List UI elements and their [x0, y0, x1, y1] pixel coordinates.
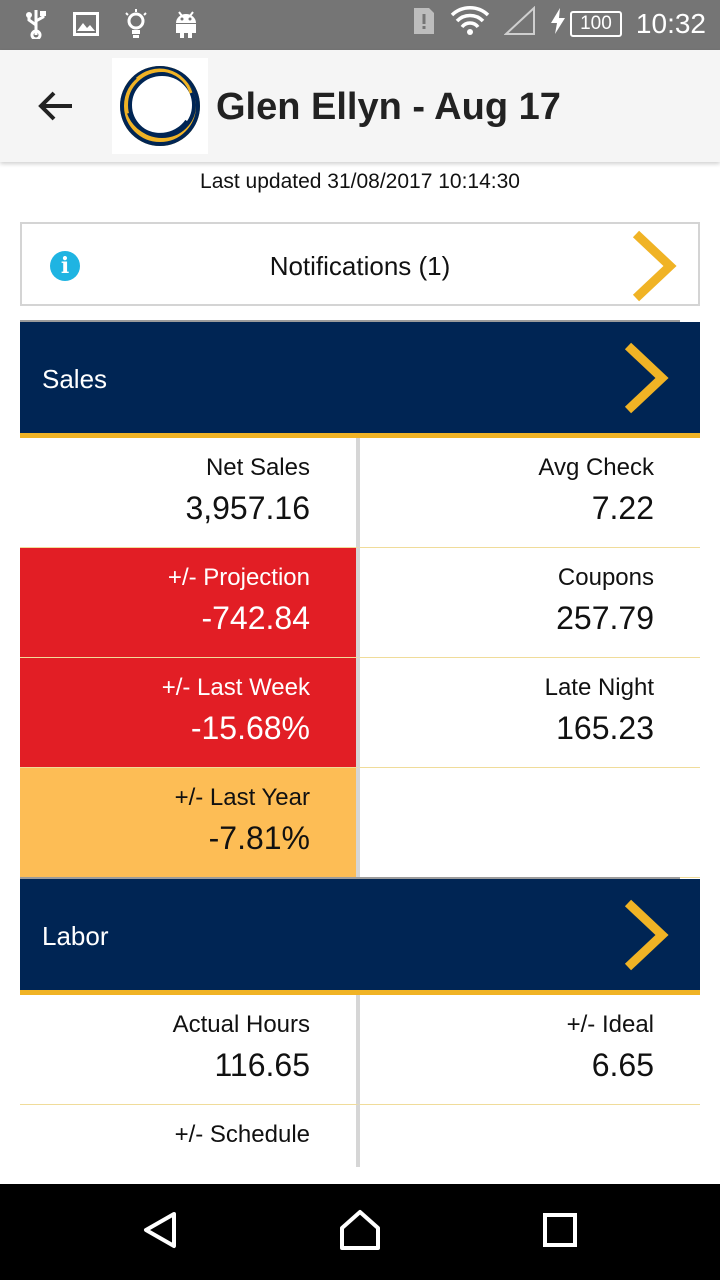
- metric-actual-hours: Actual Hours 116.65: [20, 995, 360, 1105]
- nav-recents-button[interactable]: [526, 1198, 594, 1266]
- metric-label: +/- Last Week: [161, 674, 310, 701]
- metric-late-night: Late Night 165.23: [360, 658, 700, 768]
- brand-logo: [112, 58, 208, 154]
- divider: [20, 877, 680, 879]
- usb-icon: [22, 9, 50, 39]
- battery-indicator: 100: [550, 8, 622, 39]
- metric-label: +/- Last Year: [174, 784, 310, 811]
- metric-ideal-variance: +/- Ideal 6.65: [360, 995, 700, 1105]
- sales-title: Sales: [42, 364, 108, 394]
- status-bar: 100 10:32: [0, 0, 720, 50]
- metric-value: -742.84: [201, 600, 310, 636]
- notifications-label: Notifications (1): [269, 251, 451, 281]
- charging-icon: [550, 8, 566, 39]
- metric-empty: [360, 1105, 700, 1167]
- metric-label: Actual Hours: [172, 1011, 310, 1038]
- sales-metrics-grid: Net Sales 3,957.16 Avg Check 7.22 +/- Pr…: [20, 438, 700, 878]
- metric-value: -15.68%: [190, 710, 310, 746]
- recents-icon: [542, 1212, 578, 1253]
- sim-alert-icon: [412, 6, 436, 41]
- metric-label: Late Night: [544, 674, 654, 701]
- metrics-row: Actual Hours 116.65 +/- Ideal 6.65: [20, 995, 700, 1105]
- home-icon: [338, 1208, 382, 1257]
- metric-last-year-variance: +/- Last Year -7.81%: [20, 768, 360, 878]
- metric-value: 165.23: [556, 710, 654, 746]
- arrow-left-icon: [38, 90, 74, 127]
- metrics-row: Net Sales 3,957.16 Avg Check 7.22: [20, 438, 700, 548]
- metric-label: +/- Projection: [167, 564, 310, 591]
- metric-value: -7.81%: [208, 820, 310, 856]
- signal-icon: [503, 5, 536, 41]
- battery-level: 100: [569, 10, 622, 37]
- metric-label: +/- Ideal: [566, 1011, 654, 1038]
- chevron-right-icon: [622, 342, 670, 419]
- metric-value: 257.79: [556, 600, 654, 636]
- system-nav-bar: [0, 1184, 720, 1280]
- metric-label: Net Sales: [205, 454, 310, 481]
- metric-avg-check: Avg Check 7.22: [360, 438, 700, 548]
- metric-label: Avg Check: [538, 454, 654, 481]
- metric-value: 3,957.16: [185, 490, 310, 526]
- metric-label: Coupons: [557, 564, 654, 591]
- metric-projection-variance: +/- Projection -742.84: [20, 548, 360, 658]
- info-icon: i: [50, 251, 80, 281]
- metric-empty: [360, 768, 700, 878]
- divider: [20, 320, 680, 322]
- labor-metrics-grid: Actual Hours 116.65 +/- Ideal 6.65 +/- S…: [20, 995, 700, 1167]
- image-icon: [72, 9, 100, 39]
- metrics-row: +/- Last Week -15.68% Late Night 165.23: [20, 658, 700, 768]
- clock: 10:32: [635, 7, 706, 39]
- metric-value: 7.22: [591, 490, 654, 526]
- sales-section-header[interactable]: Sales: [20, 320, 700, 438]
- last-updated-text: Last updated 31/08/2017 10:14:30: [200, 170, 520, 193]
- chevron-right-icon: [630, 230, 678, 307]
- nav-back-button[interactable]: [126, 1198, 194, 1266]
- metric-schedule-variance: +/- Schedule: [20, 1105, 360, 1167]
- app-bar: Glen Ellyn - Aug 17: [0, 50, 720, 162]
- lightbulb-icon: [122, 9, 150, 39]
- labor-section-header[interactable]: Labor: [20, 877, 700, 995]
- metric-coupons: Coupons 257.79: [360, 548, 700, 658]
- back-button[interactable]: [28, 80, 84, 136]
- chevron-right-icon: [622, 899, 670, 976]
- labor-title: Labor: [42, 921, 109, 951]
- page-title: Glen Ellyn - Aug 17: [216, 86, 561, 128]
- metrics-row: +/- Projection -742.84 Coupons 257.79: [20, 548, 700, 658]
- nav-home-button[interactable]: [326, 1198, 394, 1266]
- notifications-button[interactable]: i Notifications (1): [20, 222, 700, 306]
- metric-label: +/- Schedule: [174, 1121, 310, 1148]
- back-triangle-icon: [140, 1210, 180, 1255]
- wifi-icon: [450, 6, 490, 41]
- android-icon: [172, 9, 200, 39]
- metrics-row: +/- Schedule: [20, 1105, 700, 1167]
- metric-value: 6.65: [591, 1047, 654, 1083]
- metrics-row: +/- Last Year -7.81%: [20, 768, 700, 878]
- metric-value: 116.65: [214, 1047, 311, 1083]
- metric-last-week-variance: +/- Last Week -15.68%: [20, 658, 360, 768]
- metric-net-sales: Net Sales 3,957.16: [20, 438, 360, 548]
